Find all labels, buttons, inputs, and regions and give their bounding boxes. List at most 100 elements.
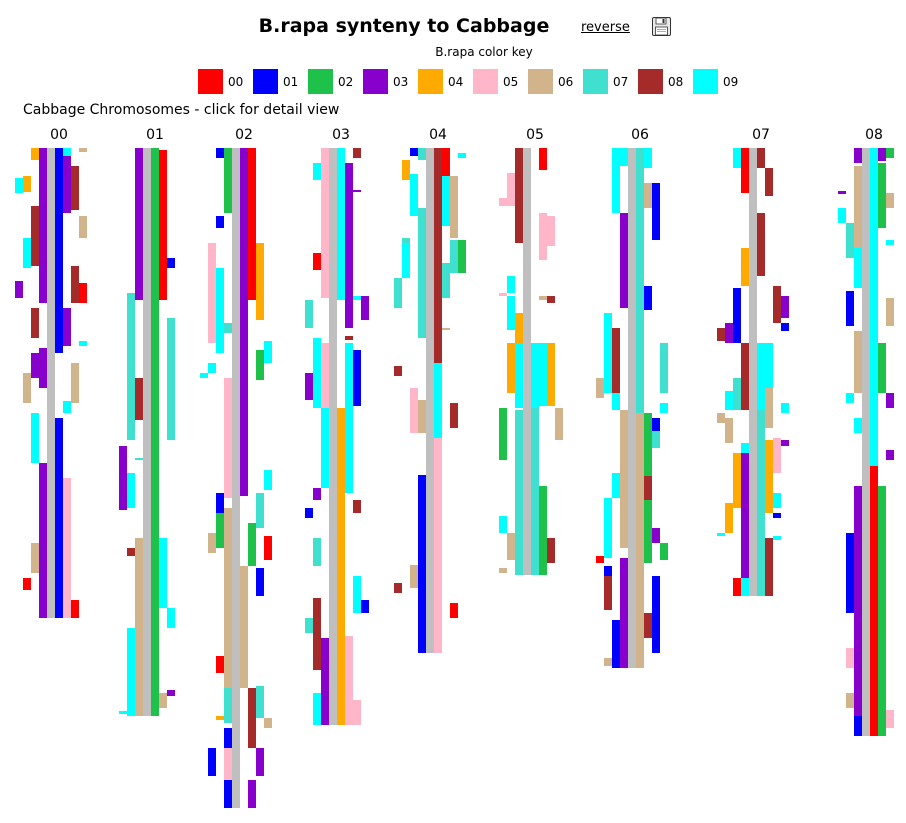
synteny-block-06[interactable] (79, 216, 87, 238)
synteny-block-08[interactable] (757, 213, 765, 276)
synteny-block-01[interactable] (216, 148, 224, 158)
synteny-block-07[interactable] (733, 378, 741, 410)
synteny-block-09[interactable] (781, 403, 789, 413)
synteny-block-05[interactable] (224, 378, 232, 498)
synteny-block-01[interactable] (854, 716, 862, 736)
synteny-block-04[interactable] (23, 176, 31, 192)
synteny-block-07[interactable] (515, 410, 523, 575)
synteny-block-07[interactable] (531, 408, 539, 575)
synteny-block-05[interactable] (321, 343, 329, 408)
synteny-block-09[interactable] (200, 373, 208, 378)
chromosome-label[interactable]: 07 (752, 127, 770, 143)
synteny-block-01[interactable] (612, 620, 620, 668)
synteny-block-04[interactable] (402, 160, 410, 180)
synteny-block-03[interactable] (741, 453, 749, 578)
synteny-block-00[interactable] (248, 148, 256, 300)
chromosome-axis[interactable] (47, 148, 55, 618)
synteny-block-09[interactable] (353, 576, 361, 613)
synteny-block-09[interactable] (741, 443, 749, 453)
synteny-block-05[interactable] (507, 173, 515, 206)
chromosome-05[interactable]: 05 (499, 127, 563, 575)
synteny-block-09[interactable] (765, 343, 773, 410)
chromosome-00[interactable]: 00 (15, 127, 87, 618)
synteny-block-09[interactable] (264, 341, 272, 363)
synteny-block-08[interactable] (313, 638, 321, 670)
synteny-block-04[interactable] (741, 248, 749, 286)
synteny-block-01[interactable] (846, 533, 854, 613)
synteny-block-03[interactable] (353, 190, 361, 192)
synteny-block-04[interactable] (725, 503, 733, 533)
chromosome-08[interactable]: 08 (838, 127, 894, 736)
synteny-block-06[interactable] (418, 400, 426, 433)
synteny-block-06[interactable] (539, 296, 547, 300)
synteny-block-03[interactable] (838, 191, 846, 194)
synteny-block-07[interactable] (846, 223, 854, 258)
synteny-block-04[interactable] (507, 343, 515, 393)
chromosome-07[interactable]: 07 (717, 127, 789, 596)
floppy-disk-icon[interactable] (652, 17, 671, 36)
synteny-block-08[interactable] (31, 308, 39, 338)
synteny-block-07[interactable] (418, 148, 426, 160)
synteny-block-01[interactable] (652, 183, 660, 240)
synteny-block-00[interactable] (741, 148, 749, 193)
synteny-block-09[interactable] (773, 493, 781, 508)
synteny-block-05[interactable] (499, 198, 507, 206)
synteny-block-01[interactable] (644, 286, 652, 310)
synteny-block-06[interactable] (644, 183, 652, 208)
synteny-block-01[interactable] (208, 748, 216, 776)
chromosome-label[interactable]: 06 (631, 127, 649, 143)
synteny-block-02[interactable] (458, 240, 466, 273)
synteny-block-03[interactable] (135, 148, 143, 300)
synteny-block-07[interactable] (256, 493, 264, 528)
synteny-block-01[interactable] (361, 600, 369, 613)
synteny-block-00[interactable] (596, 556, 604, 563)
synteny-block-03[interactable] (305, 373, 313, 400)
chromosome-axis[interactable] (232, 148, 240, 808)
synteny-block-01[interactable] (773, 513, 781, 518)
synteny-block-05[interactable] (773, 438, 781, 473)
synteny-block-09[interactable] (507, 296, 515, 330)
synteny-block-03[interactable] (361, 296, 369, 320)
synteny-block-09[interactable] (604, 498, 612, 558)
chromosome-axis[interactable] (426, 148, 434, 653)
synteny-block-08[interactable] (757, 148, 765, 168)
synteny-block-05[interactable] (499, 293, 507, 296)
chromosome-03[interactable]: 03 (305, 127, 369, 725)
synteny-block-08[interactable] (345, 336, 353, 340)
synteny-block-09[interactable] (353, 296, 361, 300)
synteny-block-07[interactable] (442, 263, 450, 298)
synteny-block-03[interactable] (652, 528, 660, 543)
synteny-block-00[interactable] (450, 603, 458, 618)
synteny-block-00[interactable] (313, 253, 321, 270)
synteny-block-06[interactable] (854, 166, 862, 248)
synteny-block-05[interactable] (846, 648, 854, 668)
synteny-block-06[interactable] (159, 693, 167, 708)
synteny-block-09[interactable] (313, 693, 321, 725)
synteny-block-03[interactable] (256, 748, 264, 776)
synteny-block-07[interactable] (224, 323, 232, 333)
synteny-block-04[interactable] (547, 343, 555, 406)
synteny-block-01[interactable] (256, 568, 264, 596)
synteny-block-09[interactable] (612, 393, 620, 410)
synteny-block-09[interactable] (854, 248, 862, 288)
synteny-block-07[interactable] (636, 148, 644, 413)
chromosome-02[interactable]: 02 (200, 127, 272, 808)
synteny-block-07[interactable] (305, 618, 313, 633)
synteny-block-01[interactable] (305, 508, 313, 518)
synteny-block-02[interactable] (878, 486, 886, 736)
synteny-block-05[interactable] (63, 478, 71, 618)
synteny-block-09[interactable] (127, 473, 135, 508)
synteny-block-09[interactable] (119, 711, 127, 714)
synteny-block-09[interactable] (337, 148, 345, 300)
synteny-block-09[interactable] (846, 393, 854, 403)
synteny-block-09[interactable] (531, 343, 539, 408)
synteny-block-09[interactable] (345, 343, 353, 408)
synteny-block-03[interactable] (878, 148, 886, 161)
synteny-block-08[interactable] (394, 583, 402, 593)
synteny-block-00[interactable] (264, 536, 272, 560)
synteny-block-09[interactable] (886, 240, 894, 245)
synteny-block-03[interactable] (167, 690, 175, 696)
synteny-block-09[interactable] (402, 243, 410, 278)
synteny-block-09[interactable] (725, 391, 733, 410)
synteny-block-07[interactable] (660, 343, 668, 393)
